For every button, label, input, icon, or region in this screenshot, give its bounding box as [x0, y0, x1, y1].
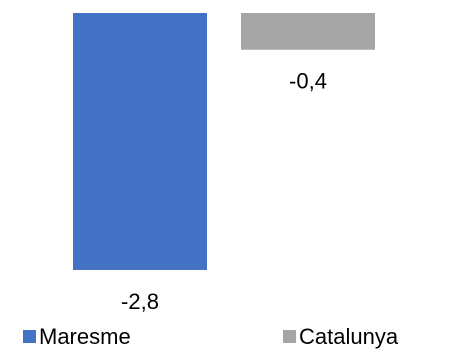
legend-label: Catalunya	[299, 324, 399, 349]
legend-marker	[23, 330, 36, 343]
legend-label: Maresme	[39, 324, 131, 349]
data-label: -0,4	[289, 69, 327, 94]
data-label: -2,8	[121, 289, 159, 314]
bar	[73, 13, 207, 270]
legend-marker	[283, 330, 296, 343]
bar	[241, 13, 375, 50]
